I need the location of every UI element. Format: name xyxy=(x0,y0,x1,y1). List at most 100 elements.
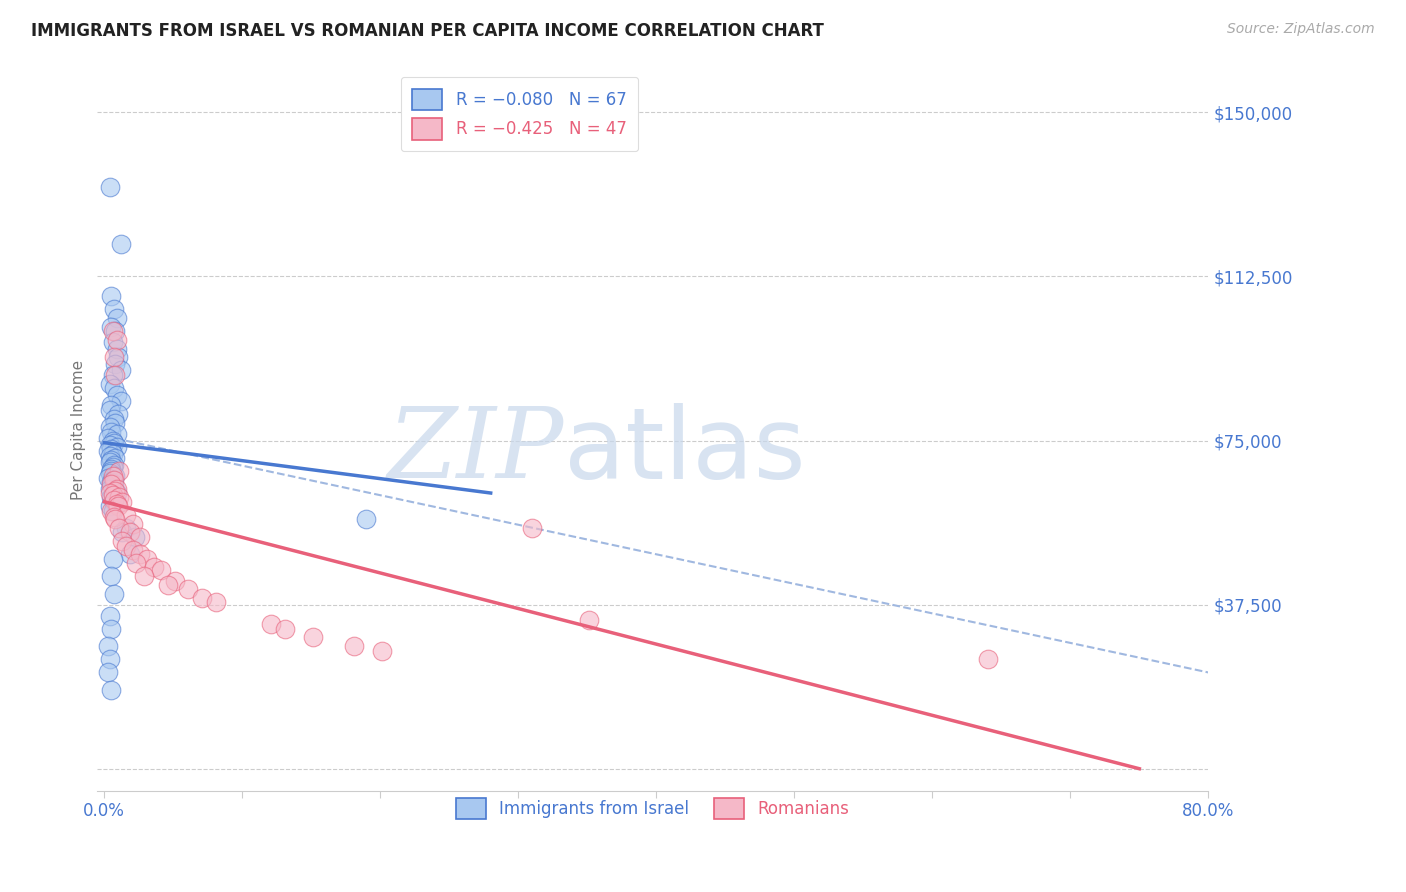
Point xyxy=(105,426,128,441)
Point xyxy=(100,491,122,505)
Point xyxy=(98,486,121,500)
Point xyxy=(260,617,283,632)
Point xyxy=(120,547,142,561)
Point xyxy=(98,499,121,513)
Point xyxy=(125,556,148,570)
Point xyxy=(101,468,124,483)
Point xyxy=(100,682,122,697)
Point xyxy=(104,468,127,483)
Point xyxy=(98,179,121,194)
Point xyxy=(105,482,128,496)
Text: ZIP: ZIP xyxy=(388,403,564,499)
Point xyxy=(520,521,543,535)
Point xyxy=(205,595,228,609)
Point xyxy=(100,319,122,334)
Point xyxy=(103,302,125,317)
Point xyxy=(136,551,159,566)
Point xyxy=(104,357,127,371)
Point xyxy=(103,587,125,601)
Point xyxy=(98,608,121,623)
Point xyxy=(103,492,125,507)
Point xyxy=(111,525,134,540)
Point xyxy=(100,475,122,489)
Point xyxy=(98,438,121,452)
Point xyxy=(101,447,124,461)
Legend: Immigrants from Israel, Romanians: Immigrants from Israel, Romanians xyxy=(450,791,856,826)
Point xyxy=(103,435,125,450)
Point xyxy=(124,530,146,544)
Point xyxy=(103,495,125,509)
Point xyxy=(100,442,122,457)
Point xyxy=(105,486,128,500)
Point xyxy=(100,503,122,517)
Point xyxy=(301,631,323,645)
Point xyxy=(104,416,127,430)
Point xyxy=(97,639,120,653)
Text: Source: ZipAtlas.com: Source: ZipAtlas.com xyxy=(1227,22,1375,37)
Point xyxy=(108,464,131,478)
Point xyxy=(101,503,124,517)
Point xyxy=(101,324,124,338)
Point xyxy=(370,643,392,657)
Point xyxy=(100,464,122,478)
Point xyxy=(98,376,121,391)
Point xyxy=(107,351,129,365)
Point xyxy=(104,483,127,498)
Point xyxy=(101,334,124,349)
Point xyxy=(105,333,128,347)
Point xyxy=(129,530,152,544)
Point xyxy=(101,368,124,382)
Y-axis label: Per Capita Income: Per Capita Income xyxy=(72,359,86,500)
Point xyxy=(111,495,134,509)
Point xyxy=(105,387,128,401)
Point xyxy=(122,542,145,557)
Text: IMMIGRANTS FROM ISRAEL VS ROMANIAN PER CAPITA INCOME CORRELATION CHART: IMMIGRANTS FROM ISRAEL VS ROMANIAN PER C… xyxy=(31,22,824,40)
Point xyxy=(115,521,138,535)
Point xyxy=(104,324,127,338)
Point xyxy=(97,431,120,445)
Point xyxy=(100,462,122,476)
Point xyxy=(108,521,131,535)
Point xyxy=(177,582,200,597)
Point xyxy=(100,569,122,583)
Point xyxy=(98,449,121,463)
Point xyxy=(104,512,127,526)
Point xyxy=(115,508,138,522)
Point xyxy=(101,488,124,502)
Point xyxy=(100,425,122,439)
Point xyxy=(578,613,600,627)
Point xyxy=(120,525,142,540)
Point xyxy=(98,402,121,417)
Point xyxy=(104,450,127,465)
Point xyxy=(105,497,128,511)
Point xyxy=(103,411,125,425)
Point xyxy=(98,467,121,481)
Point xyxy=(103,473,125,487)
Point xyxy=(191,591,214,605)
Point xyxy=(149,563,172,577)
Point xyxy=(103,381,125,395)
Point xyxy=(105,310,128,325)
Point xyxy=(105,342,128,356)
Point xyxy=(105,440,128,454)
Point xyxy=(100,453,122,467)
Point xyxy=(101,459,124,474)
Point xyxy=(110,236,132,251)
Point xyxy=(101,434,124,448)
Point xyxy=(104,368,127,382)
Point xyxy=(343,639,366,653)
Point xyxy=(98,652,121,666)
Text: atlas: atlas xyxy=(564,402,806,500)
Point xyxy=(98,420,121,434)
Point xyxy=(100,399,122,413)
Point xyxy=(101,551,124,566)
Point xyxy=(111,534,134,549)
Point xyxy=(101,473,124,487)
Point xyxy=(97,665,120,680)
Point xyxy=(163,574,186,588)
Point xyxy=(107,407,129,421)
Point xyxy=(100,477,122,491)
Point xyxy=(103,477,125,491)
Point xyxy=(97,444,120,458)
Point xyxy=(97,471,120,485)
